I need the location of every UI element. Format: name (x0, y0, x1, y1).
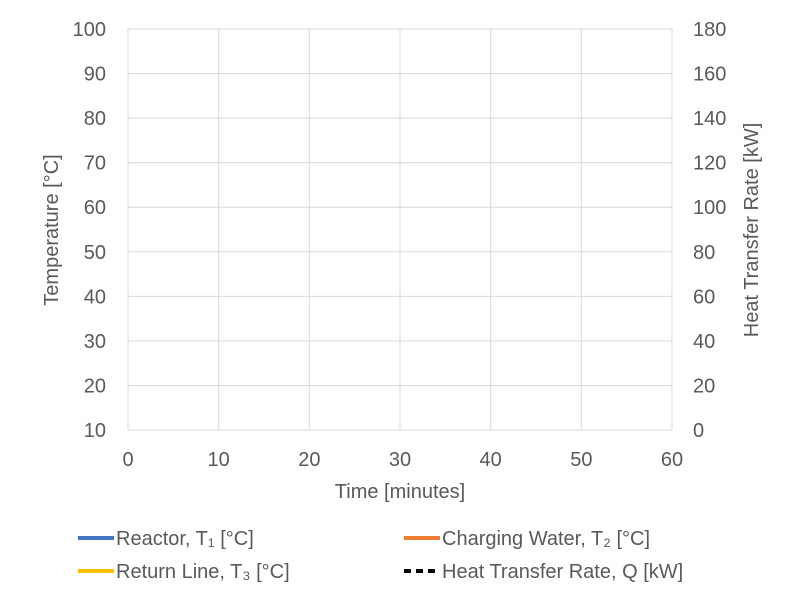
y2-tick-label: 40 (693, 331, 715, 353)
y2-tick-label: 180 (693, 19, 726, 41)
y-axis-title: Temperature [°C] (41, 154, 63, 305)
y2-tick-label: 0 (693, 420, 704, 442)
legend-label: Reactor, T₁ [°C] (116, 528, 254, 550)
y2-tick-label: 80 (693, 242, 715, 264)
legend-item: Reactor, T₁ [°C] (78, 528, 254, 550)
y-tick-label: 10 (84, 420, 106, 442)
legend-item: Return Line, T₃ [°C] (78, 561, 290, 583)
x-tick-label: 50 (570, 449, 592, 471)
y2-tick-label: 120 (693, 153, 726, 175)
y2-axis-title: Heat Transfer Rate [kW] (741, 123, 763, 338)
legend-label: Charging Water, T₂ [°C] (442, 528, 650, 550)
y-tick-label: 90 (84, 64, 106, 86)
x-axis-title: Time [minutes] (335, 481, 465, 503)
legend-item: Charging Water, T₂ [°C] (404, 528, 650, 550)
tick-labels: 0 10 20 30 40 50 60 10 20 30 40 50 60 70 80 90 100 0 20 40 6… (73, 19, 727, 471)
grid (127, 28, 673, 431)
y-tick-label: 70 (84, 153, 106, 175)
y-tick-label: 30 (84, 331, 106, 353)
legend: Reactor, T₁ [°C] Charging Water, T₂ [°C] R… (78, 528, 683, 583)
x-tick-label: 30 (389, 449, 411, 471)
y-tick-label: 20 (84, 375, 106, 397)
x-tick-label: 40 (480, 449, 502, 471)
y-tick-label: 60 (84, 197, 106, 219)
x-tick-label: 10 (208, 449, 230, 471)
x-tick-label: 20 (298, 449, 320, 471)
y2-tick-label: 160 (693, 64, 726, 86)
y-tick-label: 50 (84, 242, 106, 264)
y2-tick-label: 140 (693, 108, 726, 130)
y2-tick-label: 20 (693, 375, 715, 397)
legend-label: Heat Transfer Rate, Q [kW] (442, 561, 683, 583)
x-tick-label: 60 (661, 449, 683, 471)
y-tick-label: 100 (73, 19, 106, 41)
y2-tick-label: 100 (693, 197, 726, 219)
legend-label: Return Line, T₃ [°C] (116, 561, 290, 583)
y-tick-label: 80 (84, 108, 106, 130)
legend-item: Heat Transfer Rate, Q [kW] (404, 561, 683, 583)
y2-tick-label: 60 (693, 286, 715, 308)
y-tick-label: 40 (84, 286, 106, 308)
x-tick-label: 0 (122, 449, 133, 471)
